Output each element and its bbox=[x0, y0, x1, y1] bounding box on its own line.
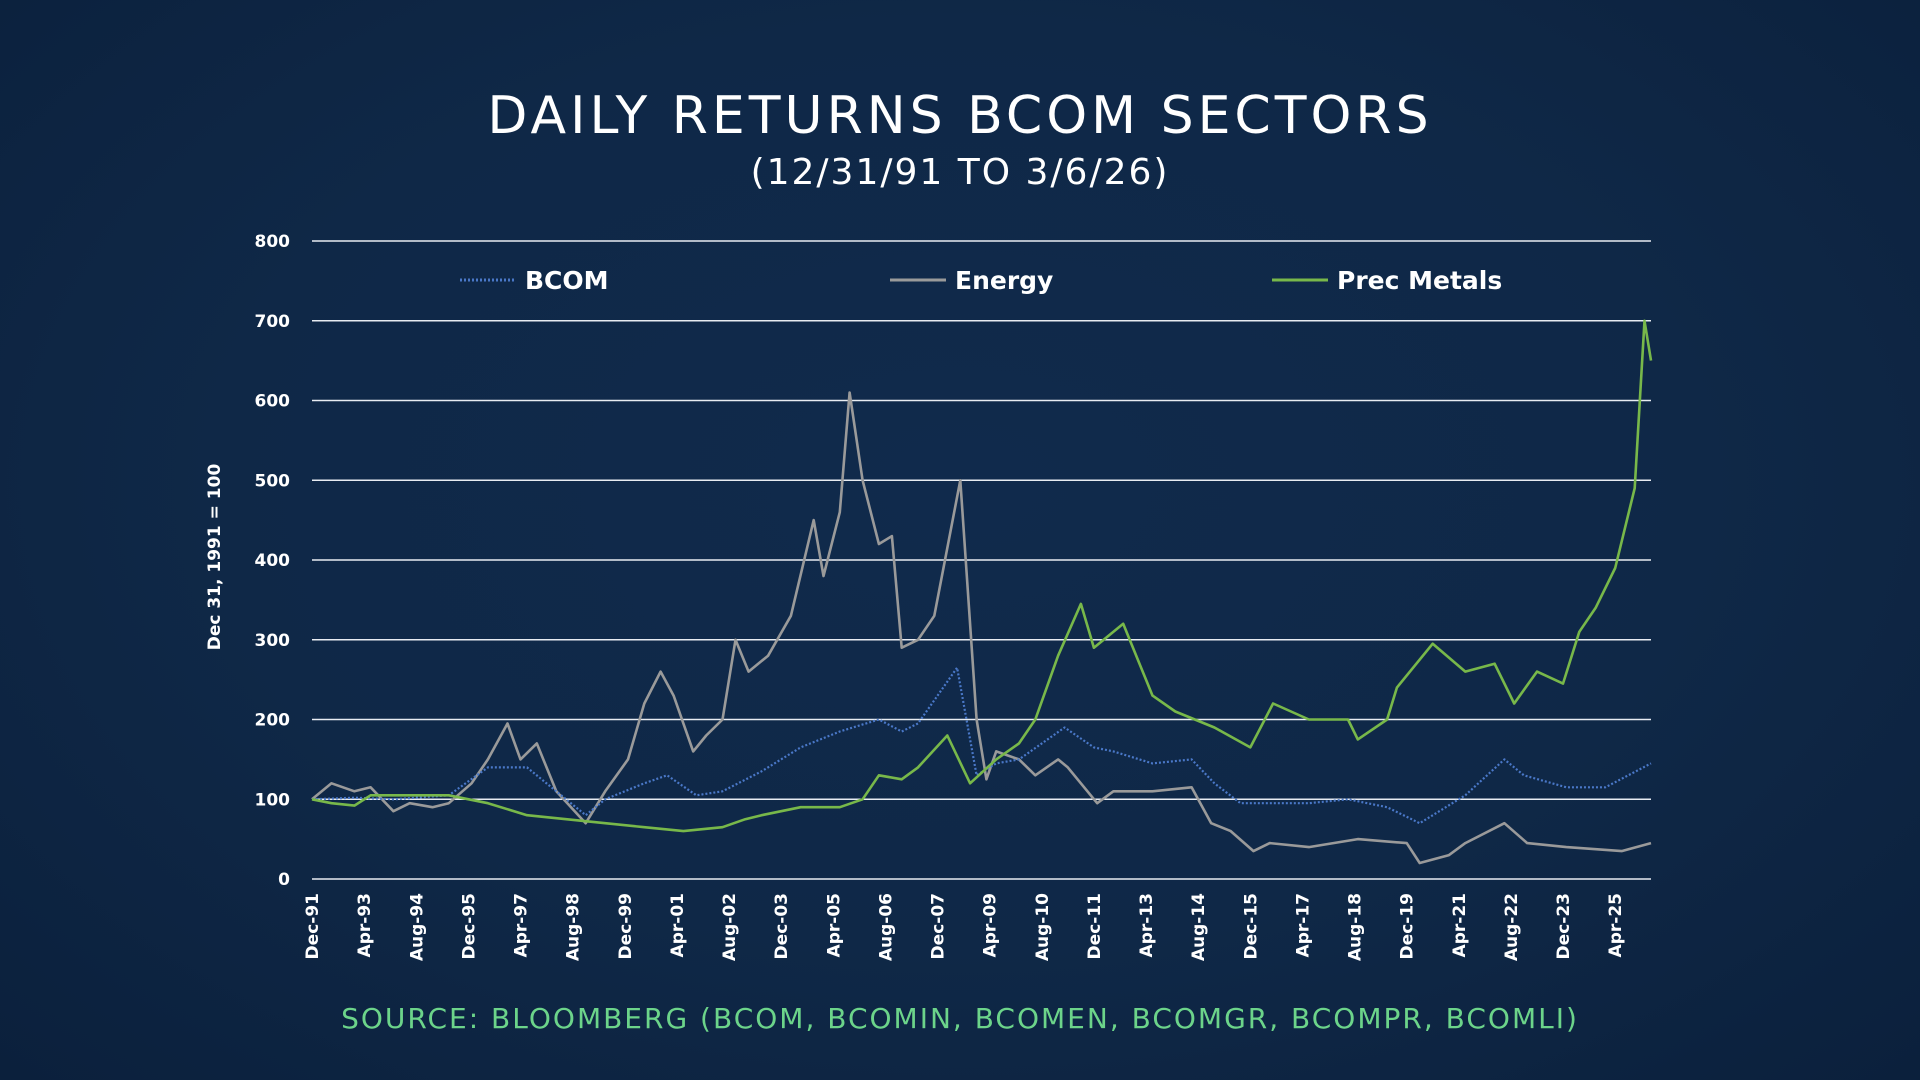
legend-label: Prec Metals bbox=[1337, 266, 1502, 295]
y-axis-label: Dec 31, 1991 = 100 bbox=[205, 464, 225, 651]
chart-title: DAILY RETURNS BCOM SECTORS bbox=[487, 86, 1433, 146]
x-tick-label: Apr-09 bbox=[981, 893, 1001, 957]
x-tick-label: Dec-99 bbox=[616, 893, 636, 959]
x-tick-label: Aug-06 bbox=[876, 893, 896, 961]
x-tick-label: Apr-13 bbox=[1137, 893, 1157, 957]
x-tick-label: Apr-97 bbox=[512, 893, 532, 957]
x-tick-label: Aug-98 bbox=[564, 893, 584, 961]
x-tick-label: Apr-25 bbox=[1606, 893, 1626, 957]
x-tick-label: Aug-10 bbox=[1033, 893, 1053, 961]
x-tick-label: Dec-15 bbox=[1241, 893, 1261, 959]
y-tick-label: 500 bbox=[255, 471, 291, 491]
x-tick-label: Apr-01 bbox=[668, 893, 688, 957]
chart-subtitle: (12/31/91 TO 3/6/26) bbox=[750, 152, 1170, 193]
series-lines bbox=[311, 319, 1653, 865]
series-line-prec-metals bbox=[311, 319, 1653, 833]
x-tick-label: Apr-21 bbox=[1450, 893, 1470, 957]
x-tick-label: Dec-95 bbox=[459, 893, 479, 959]
y-tick-label: 400 bbox=[255, 551, 291, 571]
x-tick-label: Aug-14 bbox=[1189, 893, 1209, 961]
series-line-energy bbox=[311, 391, 1652, 865]
x-tick-label: Apr-93 bbox=[355, 893, 375, 957]
source-note: SOURCE: BLOOMBERG (BCOM, BCOMIN, BCOMEN,… bbox=[341, 1002, 1579, 1035]
legend-label: BCOM bbox=[525, 266, 609, 295]
x-tick-label: Dec-19 bbox=[1398, 893, 1418, 959]
x-tick-label: Dec-11 bbox=[1085, 893, 1105, 959]
y-tick-label: 600 bbox=[255, 392, 291, 412]
legend-label: Energy bbox=[955, 266, 1053, 295]
legend: BCOM Energy Prec Metals bbox=[460, 266, 1502, 295]
x-tick-label: Aug-18 bbox=[1346, 893, 1366, 961]
x-tick-label: Dec-03 bbox=[772, 893, 792, 959]
y-tick-label: 0 bbox=[278, 870, 290, 890]
y-tick-label: 800 bbox=[255, 232, 291, 252]
gridlines bbox=[312, 240, 1651, 880]
y-tick-label: 200 bbox=[255, 711, 291, 731]
y-tick-label: 700 bbox=[255, 312, 291, 332]
x-tick-label: Apr-17 bbox=[1293, 893, 1313, 957]
x-tick-label: Aug-22 bbox=[1502, 893, 1522, 961]
y-tick-labels: 0 100 200 300 400 500 600 700 800 bbox=[255, 232, 291, 890]
x-tick-label: Apr-05 bbox=[824, 893, 844, 957]
y-tick-label: 100 bbox=[255, 790, 291, 810]
x-tick-label: Aug-02 bbox=[720, 893, 740, 961]
x-tick-labels: Dec-91 Apr-93 Aug-94 Dec-95 Apr-97 Aug-98 Dec-… bbox=[303, 893, 1626, 961]
x-tick-label: Dec-91 bbox=[303, 893, 323, 959]
x-tick-label: Aug-94 bbox=[407, 893, 427, 961]
x-tick-label: Dec-23 bbox=[1554, 893, 1574, 959]
y-tick-label: 300 bbox=[255, 631, 291, 651]
x-tick-label: Dec-07 bbox=[929, 893, 949, 959]
